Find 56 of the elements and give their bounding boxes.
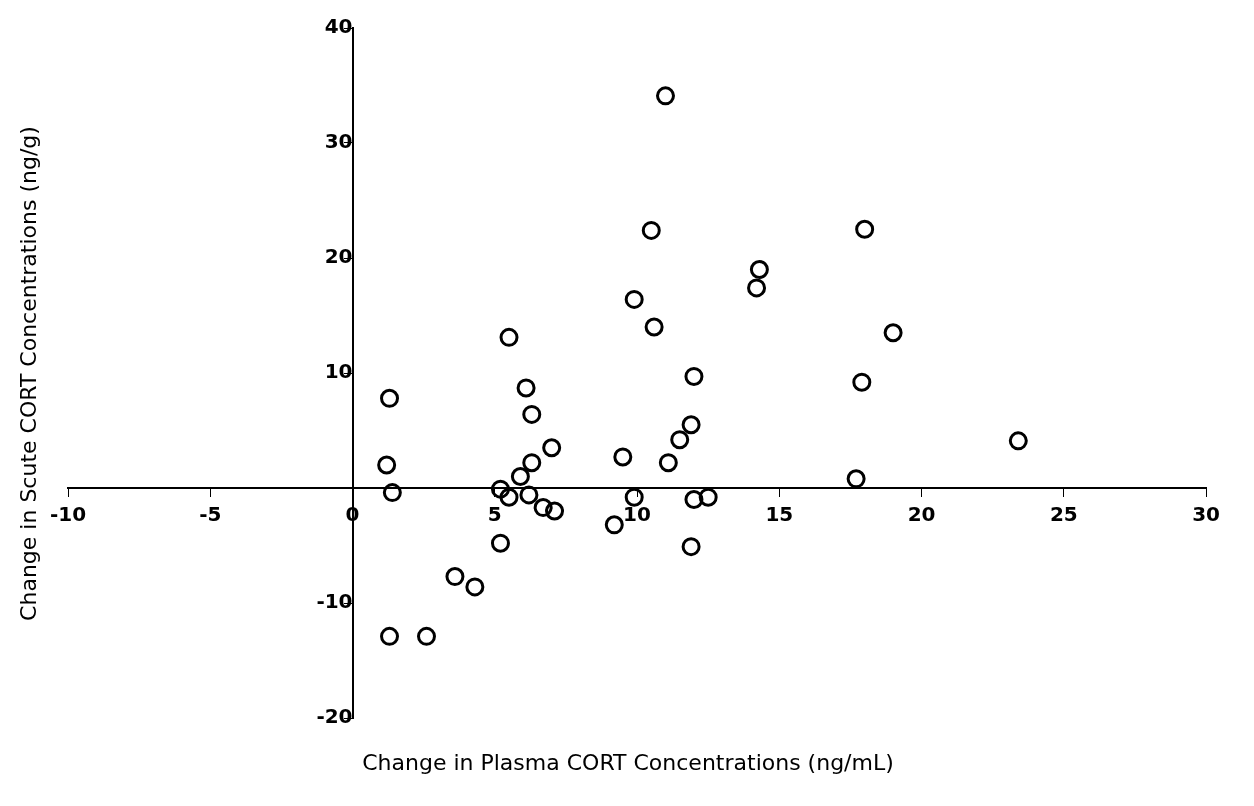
point [1008, 431, 1028, 451]
point [533, 498, 553, 518]
x-tick-label: 25 [1049, 502, 1078, 527]
x-tick-label: 15 [765, 502, 794, 527]
point [522, 453, 542, 473]
x-tick-label: -10 [49, 502, 87, 527]
point [465, 577, 485, 597]
y-tick-label: 30 [324, 129, 353, 154]
x-tick-label: -5 [199, 502, 222, 527]
point [624, 289, 644, 309]
point [644, 317, 664, 337]
point [747, 278, 767, 298]
point [499, 487, 519, 507]
point [684, 366, 704, 386]
point [377, 455, 397, 475]
x-tick-label: 30 [1192, 502, 1221, 527]
point [846, 469, 866, 489]
point [655, 86, 675, 106]
point [380, 388, 400, 408]
y-tick-label: -10 [316, 589, 353, 614]
point [519, 485, 539, 505]
x-tick-label: 5 [487, 502, 502, 527]
y-tick-label: -20 [316, 704, 353, 729]
point [883, 323, 903, 343]
y-tick-label: 10 [324, 359, 353, 384]
point [613, 447, 633, 467]
point [855, 219, 875, 239]
point [852, 372, 872, 392]
point [670, 430, 690, 450]
point [490, 533, 510, 553]
y-tick-label: 20 [324, 244, 353, 269]
x-axis-title: Change in Plasma CORT Concentrations (ng/mL) [361, 750, 895, 775]
y-axis-title: Change in Scute CORT Concentrations (ng/g) [15, 125, 41, 621]
point [698, 487, 718, 507]
point [604, 515, 624, 535]
point [749, 260, 769, 279]
point [522, 404, 542, 424]
point [516, 378, 536, 398]
point [641, 220, 661, 240]
x-tick-label: 10 [623, 502, 651, 527]
point [624, 487, 644, 507]
point [499, 327, 519, 347]
y-tick-label: 40 [324, 14, 353, 39]
point [542, 438, 562, 458]
point [658, 453, 678, 473]
x-tick-label: 20 [907, 502, 936, 527]
point [445, 567, 465, 587]
point [681, 415, 701, 435]
point [380, 626, 400, 646]
point [417, 626, 436, 646]
point [681, 537, 701, 557]
point [510, 467, 530, 486]
point [545, 501, 565, 521]
point [382, 483, 402, 503]
point [490, 479, 510, 499]
point [684, 490, 704, 509]
